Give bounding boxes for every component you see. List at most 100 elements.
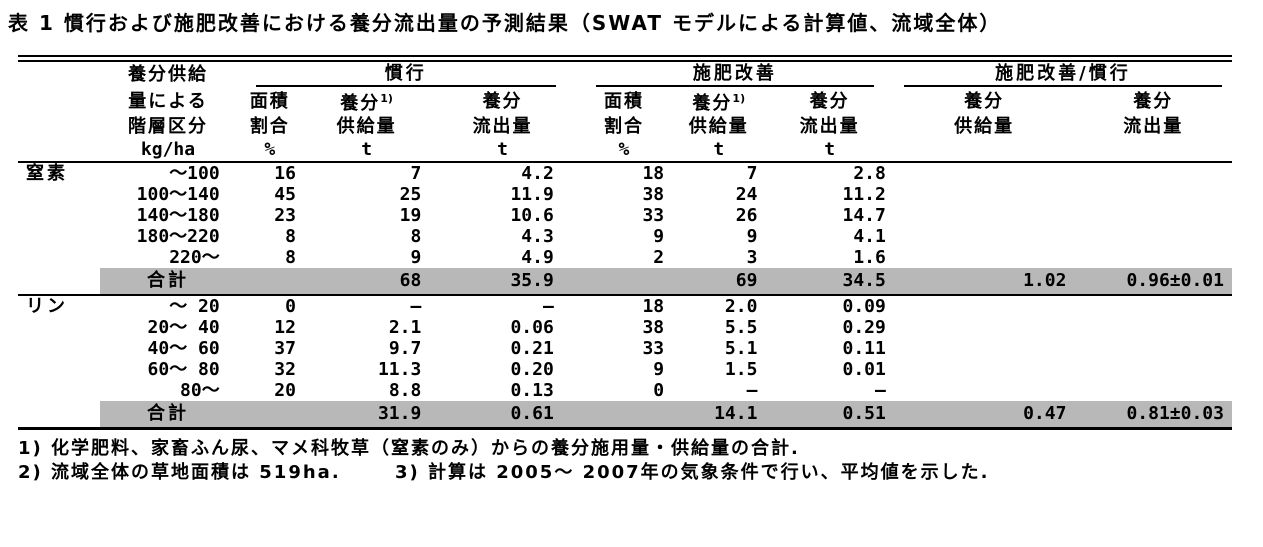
cell: 37 xyxy=(274,338,296,359)
footnotes: 1) 化学肥料、家畜ふん尿、マメ科牧草（窒素のみ）からの養分施用量・供給量の合計… xyxy=(18,437,1263,485)
empty-cell xyxy=(894,317,1075,338)
conv-runoff-header: 流出量 xyxy=(472,116,533,137)
table-row: 140～180 23 19 10.6 33 26 14.7 xyxy=(18,205,1232,226)
total-label: 合計 xyxy=(100,401,236,430)
cell: 0.96±0.01 xyxy=(1074,268,1232,296)
footnote-line-2: 2) 流域全体の草地面積は 519ha. 3) 計算は 2005～ 2007年の… xyxy=(18,461,1263,485)
table-row: 180～220 8 8 4.3 9 9 4.1 xyxy=(18,226,1232,247)
cell xyxy=(235,268,304,296)
table-row: リン ～ 20 0 — — 18 2.0 0.09 xyxy=(18,295,1232,317)
cell: 32 xyxy=(274,359,296,380)
empty-cell xyxy=(18,184,100,205)
cell: — xyxy=(542,296,554,317)
cell: 38 xyxy=(642,317,665,338)
cell: 12 xyxy=(274,317,296,338)
cell: 0.61 xyxy=(429,401,576,430)
stratum-header-l1: 養分供給 xyxy=(127,64,208,85)
empty-cell xyxy=(18,87,100,115)
cell: 20～ 40 xyxy=(147,317,220,338)
empty-cell xyxy=(18,226,100,247)
cell: 18 xyxy=(642,163,665,184)
imp-area-header: 割合 xyxy=(603,116,644,137)
empty-cell xyxy=(894,247,1075,268)
header-row-groups: 養分供給 慣行 施肥改善 施肥改善/慣行 xyxy=(18,62,1232,87)
conv-area-header: 面積 xyxy=(249,90,290,112)
header-row-line2: 階層区分 割合 供給量 流出量 割合 供給量 流出量 供給量 流出量 xyxy=(18,115,1232,138)
cell: 0.51 xyxy=(765,401,894,430)
cell: 9 xyxy=(410,247,422,268)
cell: 23 xyxy=(274,205,296,226)
cell: 4.3 xyxy=(521,226,554,247)
imp-runoff-header: 流出量 xyxy=(799,116,860,137)
empty-cell xyxy=(894,184,1075,205)
cell: 7 xyxy=(410,163,422,184)
empty-cell xyxy=(1074,184,1232,205)
empty-cell xyxy=(18,338,100,359)
cell: 25 xyxy=(399,184,422,205)
cell: 26 xyxy=(735,205,758,226)
empty-cell xyxy=(1074,359,1232,380)
cell: 33 xyxy=(642,205,665,226)
cell: 0.47 xyxy=(893,401,1075,430)
cell: 0.11 xyxy=(842,338,886,359)
cell xyxy=(575,268,673,296)
table-row: 80～ 20 8.8 0.13 0 — — xyxy=(18,380,1232,401)
cell: 8 xyxy=(410,226,422,247)
ratio-supply-header: 養分 xyxy=(964,90,1005,112)
empty-cell xyxy=(18,205,100,226)
cell: 9 xyxy=(746,226,758,247)
cell: 2.0 xyxy=(724,296,758,317)
cell: 5.1 xyxy=(724,338,758,359)
imp-runoff-unit: t xyxy=(765,138,894,163)
total-row: 合計 68 35.9 69 34.5 1.02 0.96±0.01 xyxy=(18,268,1232,296)
cell: 34.5 xyxy=(765,268,894,296)
empty-cell xyxy=(894,162,1075,184)
empty-cell xyxy=(18,380,100,401)
empty-cell xyxy=(18,268,101,296)
cell: 0.29 xyxy=(842,317,886,338)
imp-area-unit: % xyxy=(575,138,673,163)
conv-runoff-header: 養分 xyxy=(482,90,523,112)
table-row: 60～ 80 32 11.3 0.20 9 1.5 0.01 xyxy=(18,359,1232,380)
conv-runoff-unit: t xyxy=(429,138,576,163)
cell: 31.9 xyxy=(303,401,430,430)
cell: 4.2 xyxy=(521,163,554,184)
cell: 1.6 xyxy=(853,247,886,268)
total-row: 合計 31.9 0.61 14.1 0.51 0.47 0.81±0.03 xyxy=(18,401,1232,430)
cell: 9.7 xyxy=(388,338,422,359)
empty-cell xyxy=(894,338,1075,359)
cell: ～ 20 xyxy=(169,296,220,317)
group-improved: 施肥改善 xyxy=(576,62,894,87)
cell: 38 xyxy=(642,184,665,205)
cell xyxy=(235,401,304,430)
cell: 68 xyxy=(303,268,430,296)
cell: ～100 xyxy=(169,163,220,184)
empty-cell xyxy=(18,317,100,338)
header-row-line1: 量による 面積 養分1) 養分 面積 養分1) 養分 養分 養分 xyxy=(18,87,1232,115)
empty-cell xyxy=(894,295,1075,317)
cell: 69 xyxy=(672,268,766,296)
cell: 8.8 xyxy=(388,380,422,401)
cell: 0 xyxy=(285,296,296,317)
empty-cell xyxy=(893,138,1075,163)
cell: 3 xyxy=(746,247,758,268)
conv-supply-header: 養分1) xyxy=(340,92,393,114)
cell: 0.06 xyxy=(510,317,554,338)
cell: 20 xyxy=(274,380,296,401)
conv-area-unit: % xyxy=(235,138,304,163)
cell: 8 xyxy=(285,247,296,268)
imp-supply-unit: t xyxy=(672,138,766,163)
cell: 16 xyxy=(274,163,296,184)
imp-supply-header: 供給量 xyxy=(688,116,749,137)
cell: 10.6 xyxy=(510,205,554,226)
header-row-units: kg/ha % t t % t t xyxy=(18,138,1232,163)
cell: 80～ xyxy=(180,380,220,401)
cell: 2.8 xyxy=(853,163,886,184)
cell: 18 xyxy=(642,296,665,317)
cell: 0.21 xyxy=(510,338,554,359)
empty-cell xyxy=(894,205,1075,226)
cell: 45 xyxy=(274,184,296,205)
total-label: 合計 xyxy=(100,268,236,296)
cell: 0 xyxy=(653,380,665,401)
imp-runoff-header: 養分 xyxy=(809,90,850,112)
